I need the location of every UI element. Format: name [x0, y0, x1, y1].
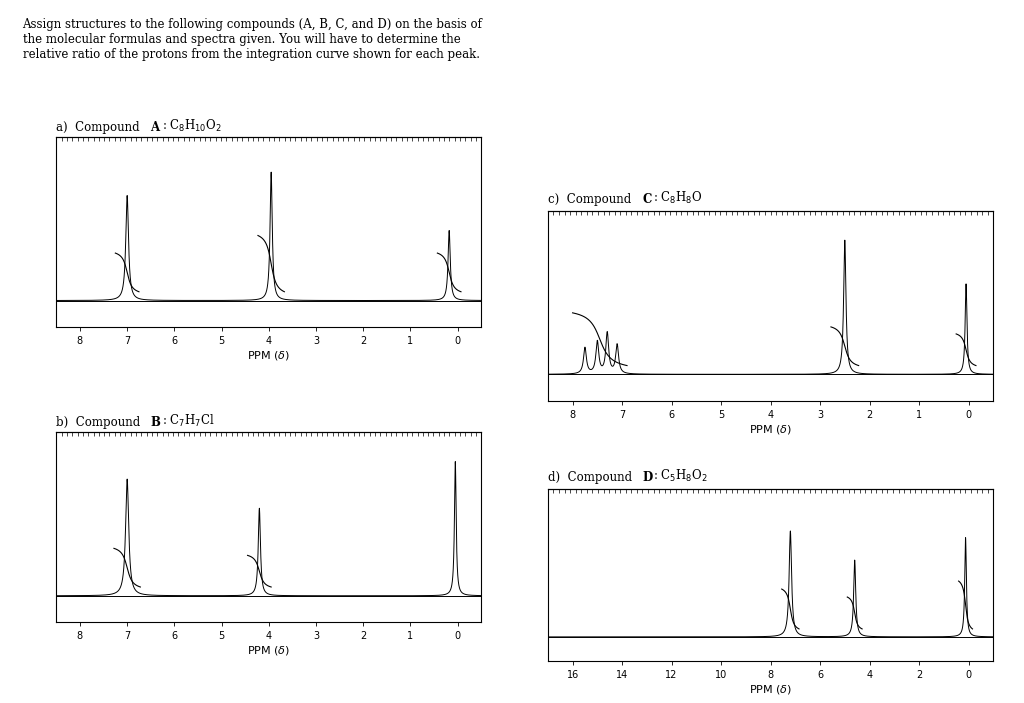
Text: : C$_8$H$_8$O: : C$_8$H$_8$O — [653, 190, 702, 206]
Text: c)  Compound: c) Compound — [548, 193, 635, 206]
Text: : C$_8$H$_{10}$O$_2$: : C$_8$H$_{10}$O$_2$ — [162, 117, 221, 134]
X-axis label: PPM ($\delta$): PPM ($\delta$) — [247, 644, 291, 657]
X-axis label: PPM ($\delta$): PPM ($\delta$) — [247, 349, 291, 362]
Text: D: D — [642, 471, 652, 484]
Text: b)  Compound: b) Compound — [56, 416, 144, 429]
Text: a)  Compound: a) Compound — [56, 121, 143, 134]
Text: Assign structures to the following compounds (A, B, C, and D) on the basis of
th: Assign structures to the following compo… — [23, 18, 482, 60]
Text: : C$_7$H$_7$Cl: : C$_7$H$_7$Cl — [162, 413, 214, 429]
Text: C: C — [642, 193, 651, 206]
Text: : C$_5$H$_8$O$_2$: : C$_5$H$_8$O$_2$ — [653, 467, 708, 484]
Text: d)  Compound: d) Compound — [548, 471, 636, 484]
Text: A: A — [151, 121, 160, 134]
X-axis label: PPM ($\delta$): PPM ($\delta$) — [749, 683, 793, 696]
Text: B: B — [151, 416, 161, 429]
X-axis label: PPM ($\delta$): PPM ($\delta$) — [749, 423, 793, 436]
